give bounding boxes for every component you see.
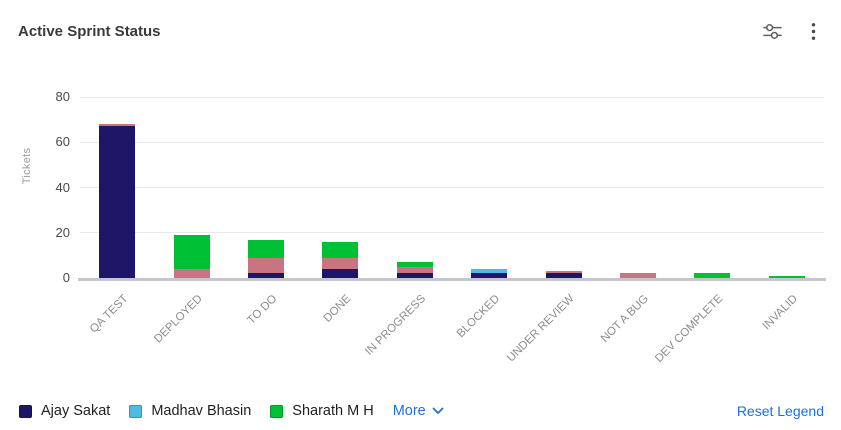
legend-item[interactable]: Madhav Bhasin	[129, 403, 251, 419]
gridline	[80, 96, 824, 98]
legend-swatch	[19, 404, 32, 418]
bar-segment[interactable]	[694, 273, 731, 278]
x-axis-label: UNDER REVIEW	[505, 292, 577, 365]
y-tick-label: 20	[55, 224, 70, 240]
bar-segment[interactable]	[396, 273, 433, 278]
header-actions	[759, 18, 827, 45]
legend-label: Ajay Sakat	[41, 403, 111, 419]
gridline	[80, 232, 824, 234]
gridline	[80, 141, 824, 143]
bar-segment[interactable]	[248, 239, 284, 258]
legend-label: Madhav Bhasin	[151, 403, 252, 419]
bar-segment[interactable]	[99, 124, 136, 127]
x-axis-label: NOT A BUG	[599, 292, 652, 345]
bar-segment[interactable]	[322, 241, 359, 258]
x-axis-label: BLOCKED	[455, 292, 503, 341]
chart-settings-button[interactable]	[759, 18, 786, 45]
legend: Ajay Sakat Madhav Bhasin Sharath M H More …	[19, 401, 824, 421]
chevron-down-icon	[432, 407, 444, 414]
x-axis-label: TO DO	[245, 292, 280, 327]
y-tick-label: 40	[55, 179, 70, 195]
legend-item[interactable]: Sharath M H	[270, 403, 374, 419]
page-title: Active Sprint Status	[18, 23, 161, 40]
kebab-menu-icon	[811, 23, 816, 40]
bar-segment[interactable]	[768, 275, 805, 278]
gridline	[80, 187, 824, 188]
bar-segment[interactable]	[396, 262, 433, 267]
legend-more-label: More	[392, 403, 426, 419]
bar-segment[interactable]	[173, 268, 210, 278]
bar-segment[interactable]	[248, 273, 284, 278]
bar-segment[interactable]	[471, 268, 508, 274]
x-axis-label: DONE	[321, 292, 354, 325]
sliders-icon	[763, 24, 782, 39]
legend-items: Ajay Sakat Madhav Bhasin Sharath M H	[19, 403, 374, 419]
y-tick-label: 80	[55, 89, 70, 104]
x-axis-label: INVALID	[760, 292, 801, 333]
legend-item[interactable]: Ajay Sakat	[19, 403, 110, 419]
bar-segment[interactable]	[471, 273, 508, 278]
x-axis-label: IN PROGRESS	[363, 292, 429, 358]
x-axis-label: QA TEST	[87, 292, 131, 336]
card-header: Active Sprint Status	[18, 18, 827, 45]
bar-segment[interactable]	[322, 257, 359, 269]
legend-label: Sharath M H	[292, 403, 374, 419]
y-tick-label: 60	[55, 134, 70, 150]
x-axis-label: DEV COMPLETE	[653, 292, 726, 365]
y-tick-label: 0	[62, 270, 70, 285]
x-axis-line	[78, 278, 826, 281]
bar-segment[interactable]	[173, 235, 210, 269]
bar-segment[interactable]	[322, 268, 359, 278]
reset-legend-button[interactable]: Reset Legend	[736, 403, 824, 419]
legend-swatch	[270, 404, 284, 418]
bar-segment[interactable]	[620, 273, 656, 278]
more-options-button[interactable]	[800, 18, 827, 45]
legend-more-button[interactable]: More	[393, 403, 444, 419]
legend-swatch	[129, 404, 143, 418]
bar-segment[interactable]	[545, 273, 582, 278]
bar-segment[interactable]	[545, 271, 582, 274]
bar-segment[interactable]	[99, 126, 136, 278]
x-axis-label: DEPLOYED	[152, 292, 205, 346]
bar-segment[interactable]	[396, 266, 433, 274]
bar-segment[interactable]	[248, 257, 284, 274]
